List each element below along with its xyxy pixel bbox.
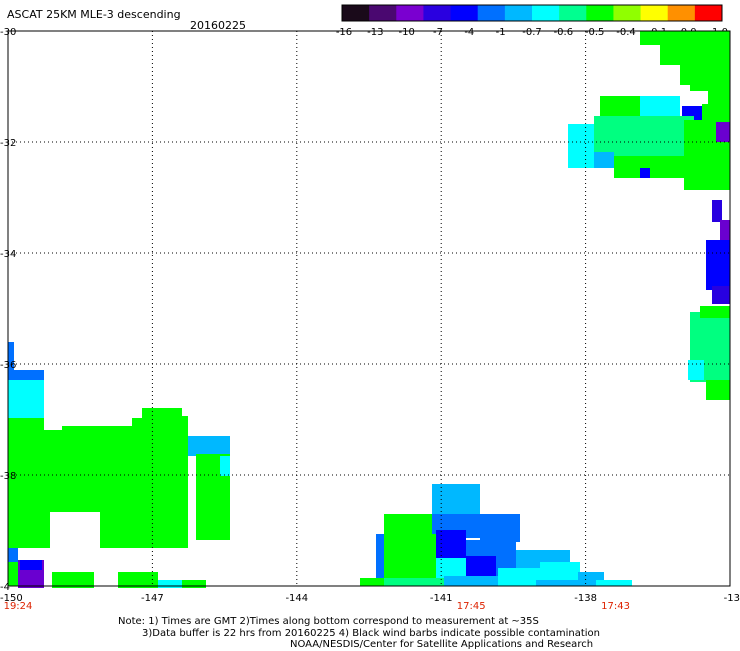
colorbar-tick-label: -0.7 <box>522 27 542 38</box>
swath-cell <box>702 104 730 122</box>
swath-cell <box>158 580 182 588</box>
x-tick-label: -13 <box>724 593 740 604</box>
y-tick-label: -36 <box>0 360 16 371</box>
swath-cell <box>384 514 436 536</box>
tick-labels: -150 -147 -144 -141 -138 -13 -30 -32 -34 -36 -38 -4… <box>0 27 740 612</box>
swath-cell <box>376 534 386 578</box>
colorbar-segment <box>532 5 560 21</box>
swath-cell <box>182 580 206 588</box>
colorbar-segment <box>369 5 397 21</box>
swath-cell <box>142 408 182 548</box>
x-tick-label: -141 <box>430 593 453 604</box>
swath-cell <box>700 306 730 318</box>
swath-cell <box>706 240 730 290</box>
swath-cell <box>706 380 730 400</box>
plot-frame <box>7 30 731 587</box>
colorbar-segment <box>342 5 370 21</box>
colorbar-tick-label: -1 <box>496 27 506 38</box>
x-tick-label: -150 <box>0 593 23 604</box>
swath-cell <box>594 116 694 156</box>
colorbar-segment <box>667 5 696 21</box>
swath-cell <box>432 484 480 514</box>
swath-cell <box>8 342 14 384</box>
swath-cell <box>384 534 436 584</box>
note-line-1: Note: 1) Times are GMT 2)Times along bot… <box>118 616 539 627</box>
chart-date: 20160225 <box>190 19 246 32</box>
swath-cell <box>220 456 230 476</box>
swath-cell <box>594 152 614 168</box>
swath-cell <box>50 512 100 548</box>
swath-cell <box>708 85 730 105</box>
colorbar-segment <box>477 5 506 21</box>
swath-cell <box>688 360 704 380</box>
colorbar-segment <box>504 5 533 21</box>
colorbar-tick-label: -4 <box>464 27 474 38</box>
colorbar-tick-label: -7 <box>433 27 443 38</box>
swath-cell <box>384 578 444 586</box>
colorbar-tick-label: -0.5 <box>585 27 605 38</box>
y-tick-label: -32 <box>0 138 16 149</box>
swath-cell <box>360 578 384 586</box>
colorbar-tick-label: -0.4 <box>616 27 636 38</box>
colorbar-segment <box>423 5 452 21</box>
grid-lines <box>8 31 730 586</box>
colorbar-segment <box>559 5 587 21</box>
swath-cell <box>660 45 690 65</box>
swath-cell <box>720 220 730 250</box>
swath-cell <box>690 31 730 91</box>
note-line-3: NOAA/NESDIS/Center for Satellite Applica… <box>290 639 594 650</box>
swath-cell <box>716 122 730 142</box>
time-label: 17:43 <box>601 601 630 612</box>
y-tick-label: -34 <box>0 249 16 260</box>
colorbar-tick-label: -10 <box>398 27 414 38</box>
swath-cell <box>20 560 42 570</box>
swath-cell <box>8 380 44 418</box>
swath-cell <box>8 418 44 548</box>
colorbar-frame <box>341 4 723 22</box>
colorbar-segment <box>694 5 723 21</box>
colorbar-tick-label: -13 <box>367 27 383 38</box>
colorbar-segment <box>586 5 614 21</box>
y-tick-label: -30 <box>0 27 16 38</box>
y-tick-label: -4 <box>0 582 10 593</box>
swath-cell <box>466 556 496 576</box>
swath-cell <box>614 156 684 178</box>
x-tick-label: -138 <box>574 593 597 604</box>
y-tick-label: -38 <box>0 471 16 482</box>
data-swaths <box>8 31 730 588</box>
swath-cell <box>180 416 188 548</box>
x-tick-label: -147 <box>141 593 164 604</box>
colorbar-tick-label: -16 <box>336 27 352 38</box>
swath-cell <box>188 436 230 456</box>
swath-cell <box>640 168 650 178</box>
chart-title: ASCAT 25KM MLE-3 descending <box>7 8 181 21</box>
swath-cell <box>436 530 466 558</box>
colorbar-segment <box>450 5 479 21</box>
time-label: 17:45 <box>457 601 486 612</box>
swath-cell <box>596 580 632 586</box>
swath-cell <box>536 580 596 586</box>
swath-cell <box>436 558 466 580</box>
x-tick-label: -144 <box>285 593 308 604</box>
colorbar-segment <box>640 5 669 21</box>
swath-cell <box>132 418 144 548</box>
note-line-2: 3)Data buffer is 22 hrs from 20160225 4)… <box>142 628 600 639</box>
time-label: 19:24 <box>4 601 33 612</box>
swath-cell <box>8 548 18 586</box>
swath-cell <box>640 31 690 45</box>
swath-cell <box>8 548 18 562</box>
swath-cell <box>712 200 722 222</box>
colorbar-segment <box>396 5 424 21</box>
swath-cell <box>480 514 520 542</box>
swath-cell <box>680 65 692 85</box>
swath-cell <box>444 576 498 586</box>
swath-cell <box>568 124 594 168</box>
colorbar-tick-label: -0.6 <box>554 27 574 38</box>
swath-cell <box>52 572 94 588</box>
swath-cell <box>712 286 730 304</box>
colorbar-segment <box>613 5 642 21</box>
